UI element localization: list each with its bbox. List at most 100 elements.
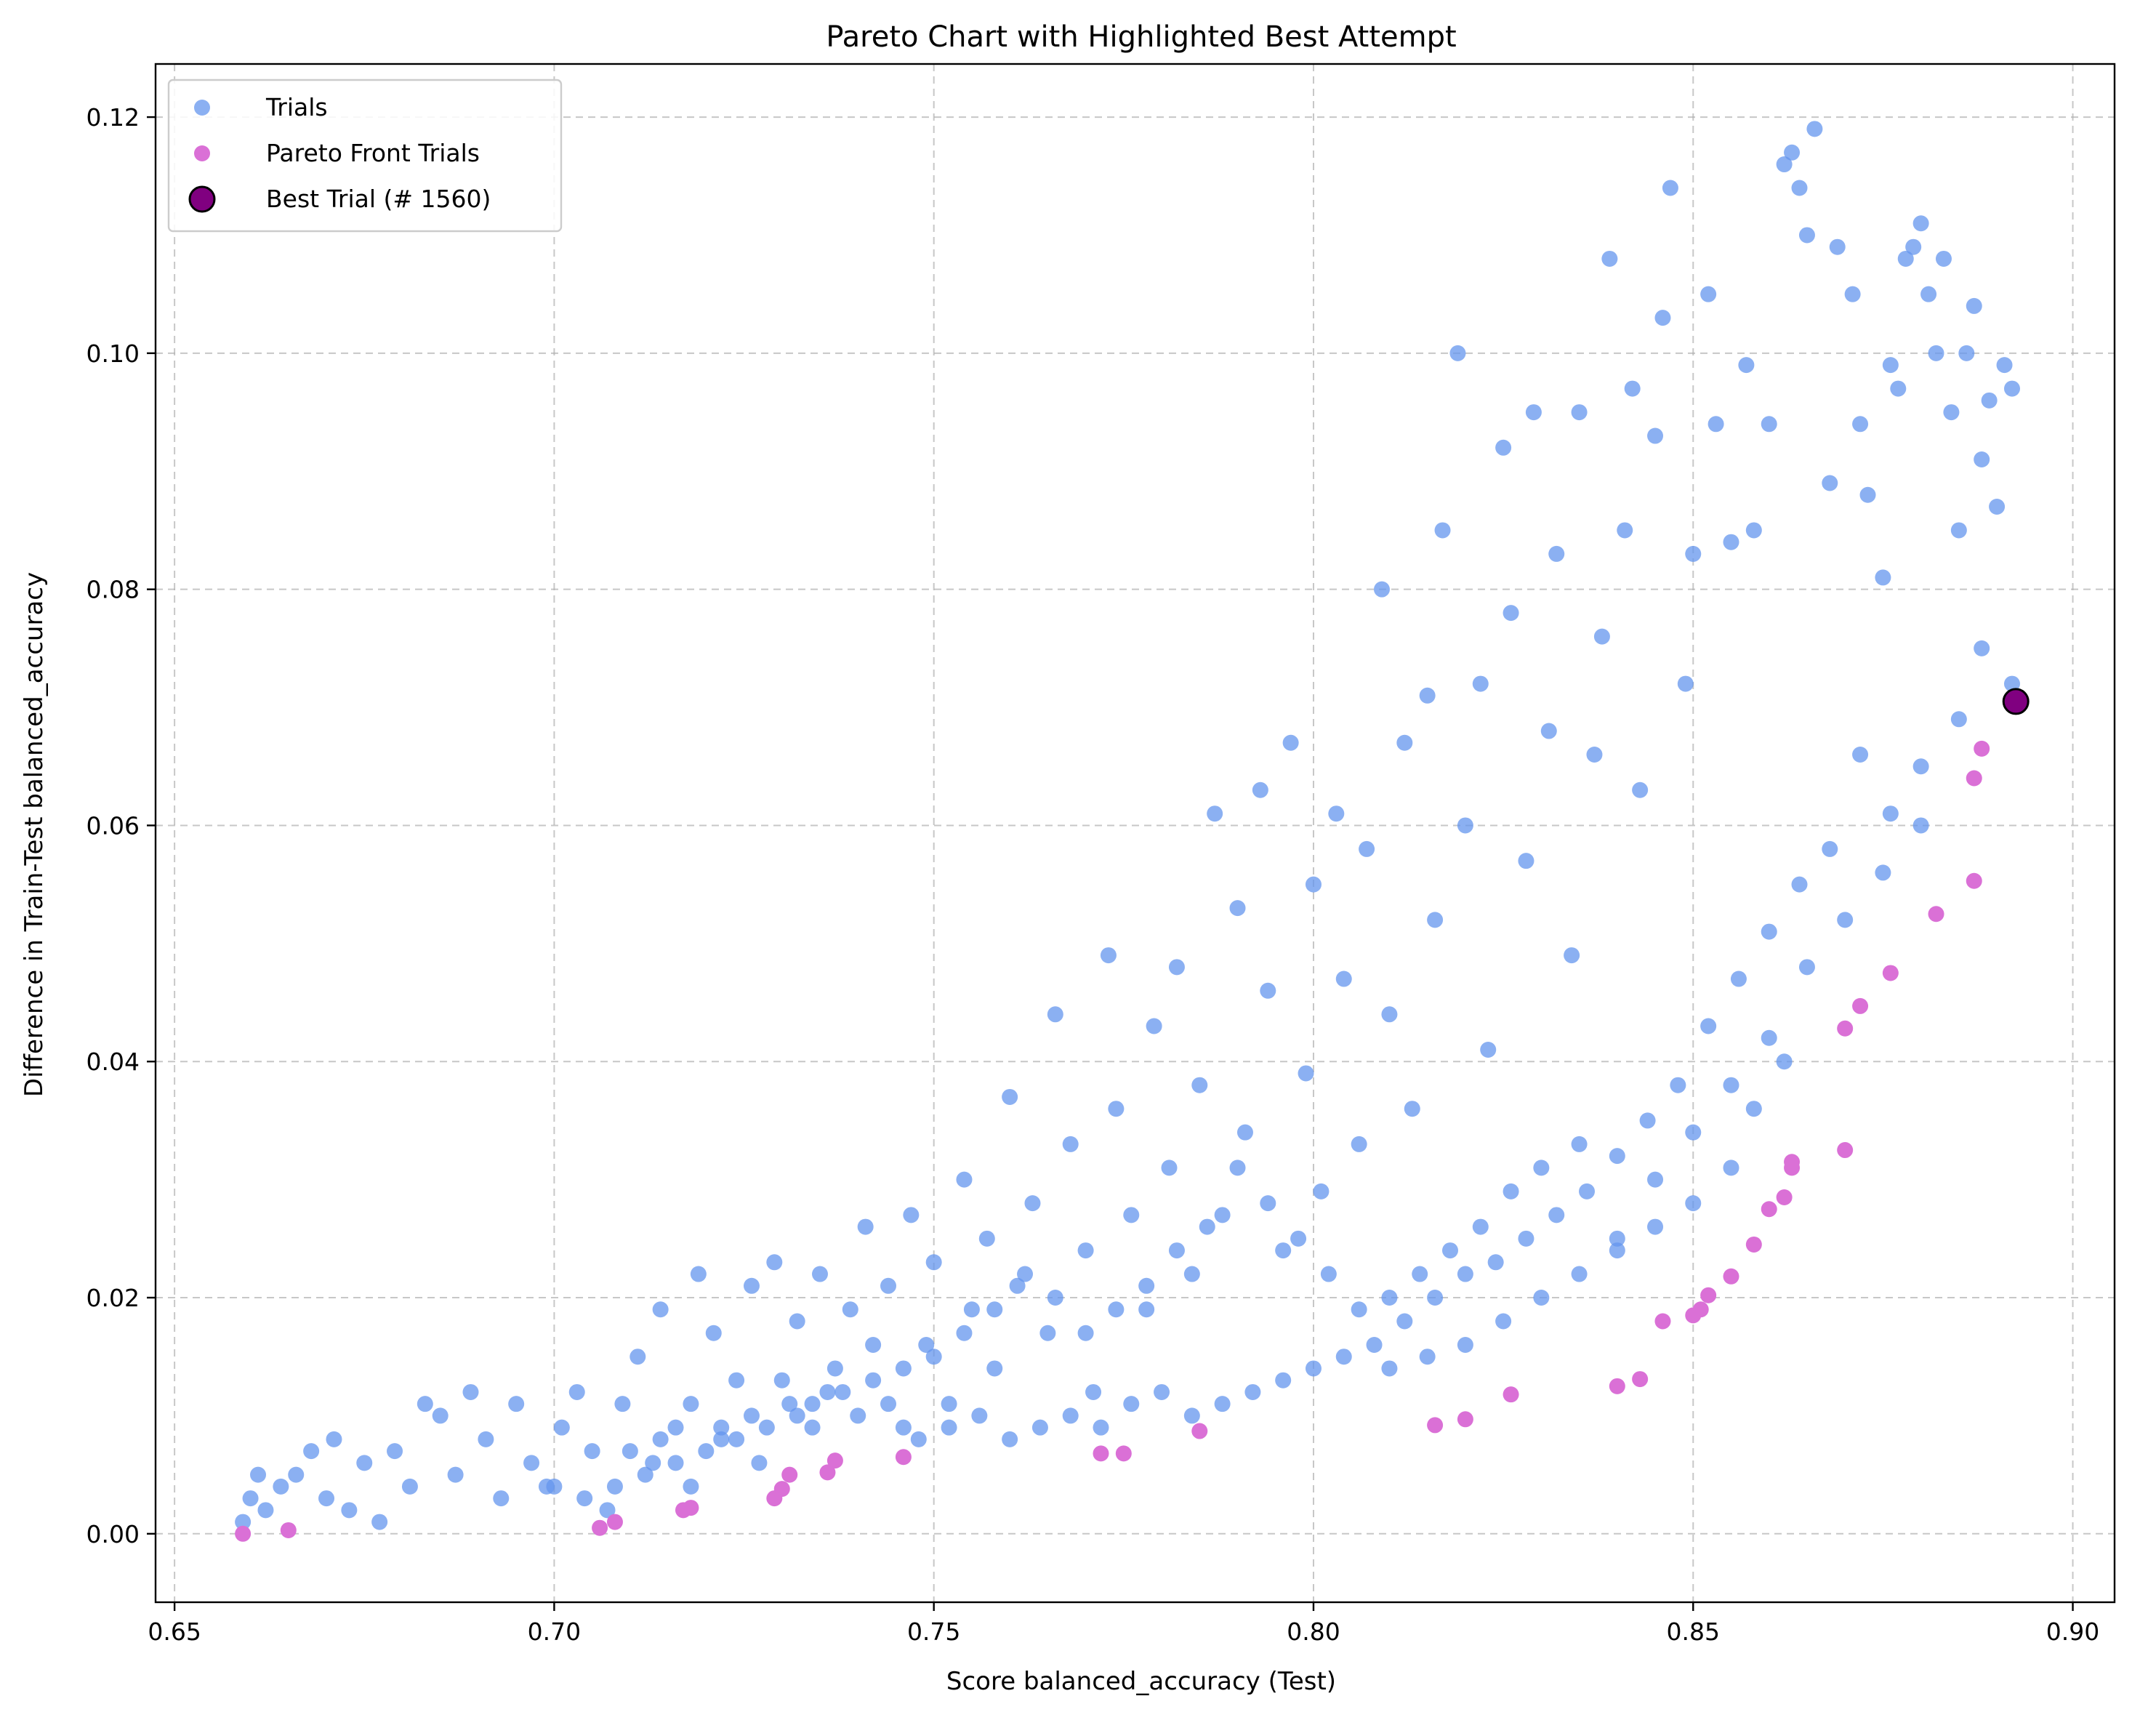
trial-point: [1639, 1112, 1656, 1129]
trial-point: [743, 1407, 760, 1424]
trial-point: [493, 1490, 510, 1507]
trial-point: [1047, 1006, 1063, 1023]
trial-point: [1419, 687, 1436, 704]
trial-point: [1798, 959, 1815, 976]
trial-point: [606, 1478, 623, 1495]
pareto-point: [606, 1514, 623, 1530]
pareto-point: [1745, 1236, 1762, 1253]
pareto-point: [1093, 1445, 1109, 1462]
trial-point: [1564, 947, 1580, 964]
trials-series: [235, 121, 2020, 1530]
trial-point: [1214, 1207, 1231, 1223]
trial-point: [1518, 853, 1534, 869]
pareto-point: [773, 1481, 790, 1498]
trial-point: [1328, 805, 1345, 822]
trial-point: [257, 1502, 274, 1519]
trial-point: [523, 1455, 540, 1471]
legend: Trials Pareto Front Trials Best Trial (#…: [167, 79, 563, 233]
trial-point: [1108, 1301, 1125, 1318]
trial-point: [781, 1396, 798, 1412]
trial-point: [1571, 1266, 1588, 1282]
x-tick-label: 0.85: [1667, 1617, 1720, 1646]
trial-point: [1723, 534, 1739, 550]
trial-point: [1503, 605, 1519, 622]
trial-point: [857, 1218, 874, 1235]
trial-point: [1434, 522, 1451, 539]
trial-point: [1404, 1101, 1420, 1117]
trial-point: [1533, 1290, 1550, 1306]
trial-point: [1077, 1325, 1094, 1341]
trial-point: [417, 1396, 433, 1412]
trial-point: [637, 1466, 653, 1483]
best-trial-point: [2002, 688, 2030, 715]
trial-point: [1472, 675, 1489, 692]
trial-point: [1525, 404, 1542, 421]
trial-point: [1457, 817, 1473, 834]
trial-point: [1928, 345, 1944, 361]
trial-point: [1457, 1336, 1473, 1353]
y-tick-label: 0.06: [87, 811, 140, 840]
trial-point: [1108, 1101, 1125, 1117]
trial-point: [1320, 1266, 1337, 1282]
trial-point: [1260, 1195, 1276, 1212]
trial-point: [1943, 404, 1960, 421]
trial-point: [698, 1443, 715, 1460]
trial-point: [1548, 545, 1565, 562]
pareto-point: [1632, 1371, 1649, 1388]
trial-point: [690, 1266, 707, 1282]
trial-point: [1183, 1407, 1200, 1424]
trial-point: [1761, 923, 1777, 940]
trial-point: [1890, 380, 1907, 397]
grid-lines: [156, 64, 2115, 1602]
trial-point: [751, 1455, 768, 1471]
trial-point: [1548, 1207, 1565, 1223]
pareto-point: [1966, 872, 1982, 889]
trial-point: [1366, 1336, 1383, 1353]
trial-point: [963, 1301, 980, 1318]
legend-best-label: Best Trial (# 1560): [266, 185, 491, 213]
trial-point: [1579, 1183, 1596, 1199]
pareto-front-series: [235, 740, 1990, 1542]
trial-point: [1670, 1077, 1686, 1093]
trial-point: [1571, 1136, 1588, 1152]
trial-point: [1002, 1431, 1018, 1447]
trial-point: [1707, 416, 1724, 433]
trial-point: [1609, 1148, 1625, 1165]
trial-point: [1761, 1029, 1777, 1046]
trial-point: [880, 1277, 897, 1294]
trial-point: [1138, 1301, 1155, 1318]
trial-point: [1244, 1383, 1261, 1400]
trial-point: [242, 1490, 259, 1507]
trial-point: [1062, 1136, 1079, 1152]
trial-point: [1989, 498, 2006, 515]
trial-point: [903, 1207, 920, 1223]
trial-point: [918, 1336, 935, 1353]
pareto-point: [592, 1519, 608, 1536]
pareto-point: [1966, 770, 1982, 787]
trial-point: [341, 1502, 358, 1519]
trial-point: [1503, 1183, 1519, 1199]
pareto-point: [1852, 997, 1869, 1014]
trial-point: [1776, 156, 1793, 173]
trial-point: [956, 1325, 973, 1341]
trial-point: [1381, 1360, 1398, 1377]
trial-point: [622, 1443, 638, 1460]
x-tick-label: 0.75: [907, 1617, 960, 1646]
trial-point: [599, 1502, 616, 1519]
trial-point: [303, 1443, 320, 1460]
trial-point: [1487, 1254, 1504, 1271]
trial-point: [1427, 912, 1444, 928]
trial-point: [1723, 1077, 1739, 1093]
trial-point: [1199, 1218, 1215, 1235]
trial-point: [1609, 1230, 1625, 1247]
y-tick-label: 0.10: [87, 339, 140, 368]
trial-point: [356, 1455, 373, 1471]
trial-point: [1920, 286, 1937, 302]
trial-point: [978, 1230, 995, 1247]
trial-point: [1009, 1277, 1026, 1294]
trial-point: [1457, 1266, 1473, 1282]
trial-point: [584, 1443, 600, 1460]
trial-point: [1305, 1360, 1322, 1377]
trial-point: [956, 1171, 973, 1188]
